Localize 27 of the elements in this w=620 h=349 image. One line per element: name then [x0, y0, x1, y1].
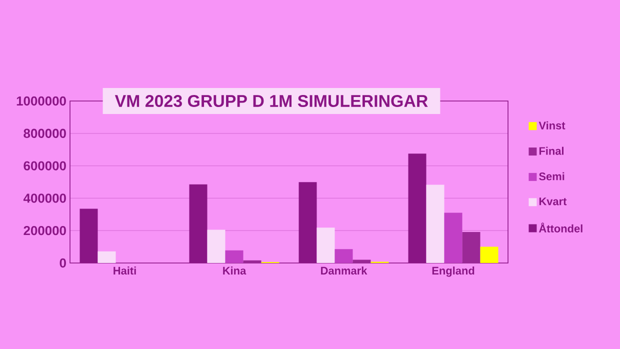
- x-tick-label: Haiti: [114, 266, 136, 275]
- y-tick-label: 200000: [24, 226, 66, 236]
- bar: [426, 184, 444, 263]
- bar: [444, 212, 462, 263]
- chart-title: VM 2023 GRUPP D 1M SIMULERINGAR: [114, 94, 428, 108]
- bar: [98, 251, 116, 263]
- bar: [243, 260, 262, 263]
- y-tick-label: 600000: [24, 161, 66, 170]
- bar: [480, 246, 498, 263]
- bar: [316, 228, 335, 263]
- y-tick-label: 0: [60, 258, 66, 268]
- x-tick-label: England: [432, 266, 474, 277]
- legend-label: Final: [539, 146, 564, 155]
- y-tick-label: 400000: [23, 194, 66, 203]
- bar: [462, 232, 480, 263]
- legend-label: Kvart: [539, 198, 567, 206]
- x-tick-label: Kina: [223, 266, 246, 275]
- bar: [334, 249, 353, 263]
- legend-label: Vinst: [538, 121, 566, 130]
- legend-label: Åttondel: [538, 222, 582, 232]
- y-tick-label: 1000000: [16, 96, 66, 106]
- bar: [225, 250, 244, 263]
- legend-label: Semi: [539, 172, 564, 180]
- y-tick-label: 800000: [24, 128, 66, 138]
- x-tick-label: Danmark: [321, 266, 368, 275]
- bar: [207, 230, 226, 263]
- bar: [352, 260, 371, 263]
